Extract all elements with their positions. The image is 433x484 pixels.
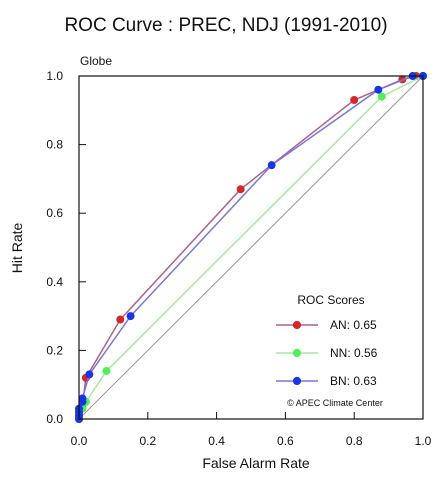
x-tick-label-2: 0.4 <box>208 434 225 448</box>
chart-title: ROC Curve : PREC, NDJ (1991-2010) <box>64 15 387 36</box>
x-tick-label-0: 0.0 <box>71 434 88 448</box>
x-tick-label-3: 0.6 <box>277 434 294 448</box>
data-point-bn-6 <box>78 394 87 403</box>
x-tick-label-4: 0.8 <box>346 434 363 448</box>
data-point-bn-10 <box>374 85 383 94</box>
y-tick-label-4: 0.8 <box>46 138 63 152</box>
legend-label-nn: NN: 0.56 <box>330 346 378 360</box>
x-tick-label-1: 0.2 <box>139 434 156 448</box>
region-label: Globe <box>80 54 112 68</box>
reference-diagonal <box>78 75 424 420</box>
legend: ROC Scores © APEC Climate Center AN: 0.6… <box>276 293 383 408</box>
x-tick-label-5: 1.0 <box>415 434 432 448</box>
legend-title: ROC Scores <box>297 293 364 307</box>
data-point-bn-9 <box>267 161 276 170</box>
data-point-an-7 <box>116 315 125 324</box>
y-tick-label-3: 0.6 <box>46 206 63 220</box>
credit-text: © APEC Climate Center <box>287 398 383 408</box>
legend-label-an: AN: 0.65 <box>330 318 377 332</box>
legend-label-bn: BN: 0.63 <box>330 374 377 388</box>
y-tick-label-1: 0.2 <box>46 343 63 357</box>
y-axis-label: Hit Rate <box>9 223 25 274</box>
y-tick-label-0: 0.0 <box>46 412 63 426</box>
x-axis-label: False Alarm Rate <box>202 455 310 471</box>
data-point-nn-7 <box>377 92 386 101</box>
legend-marker-nn <box>292 348 302 358</box>
data-point-bn-8 <box>126 312 135 321</box>
y-tick-label-2: 0.4 <box>46 275 63 289</box>
y-tick-label-5: 1.0 <box>46 69 63 83</box>
plot-frame <box>78 75 424 420</box>
legend-marker-an <box>292 320 302 330</box>
data-point-bn-7 <box>85 370 94 379</box>
data-point-an-8 <box>236 185 245 194</box>
plot-area: 0.0 0.2 0.4 0.6 0.8 1.0 0.0 0.2 0.4 0.6 0.8 1.0 <box>46 69 431 448</box>
data-point-an-9 <box>350 96 359 105</box>
data-point-nn-6 <box>102 366 111 375</box>
legend-marker-bn <box>292 376 302 386</box>
